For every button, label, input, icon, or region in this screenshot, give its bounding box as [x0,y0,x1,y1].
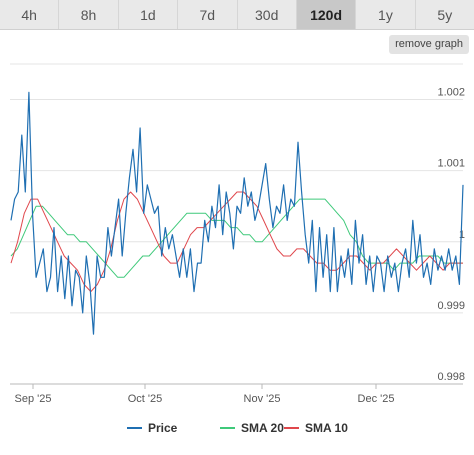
sma-20-series-line [10,198,463,278]
price-series-line [10,91,464,335]
legend-label-sma-20[interactable]: SMA 20 [241,421,284,435]
remove-graph-button[interactable]: remove graph [389,35,469,54]
tab-8h[interactable]: 8h [59,0,119,29]
y-tick-label: 0.998 [437,371,465,383]
x-tick-label: Sep '25 [15,393,52,405]
tab-1y[interactable]: 1y [356,0,416,29]
tab-5y[interactable]: 5y [437,6,453,23]
y-tick-label: 1 [459,229,465,241]
x-tick-label: Dec '25 [358,393,395,405]
tab-1d[interactable]: 1d [119,0,179,29]
x-tick-label: Oct '25 [128,393,163,405]
tab-4h[interactable]: 4h [0,0,60,29]
x-tick-label: Nov '25 [244,393,281,405]
y-tick-label: 1.001 [437,158,465,170]
y-tick-label: 1.002 [437,87,465,99]
y-tick-label: 0.999 [437,300,465,312]
timeframe-tabs: 4h 8h 1d 7d 30d 120d 1y 5y [0,0,474,30]
tab-120d[interactable]: 120d [296,0,357,29]
legend-label-sma-10[interactable]: SMA 10 [305,421,348,435]
tab-7d[interactable]: 7d [178,0,238,29]
legend-label-price[interactable]: Price [148,421,178,435]
tab-30d[interactable]: 30d [238,0,297,29]
